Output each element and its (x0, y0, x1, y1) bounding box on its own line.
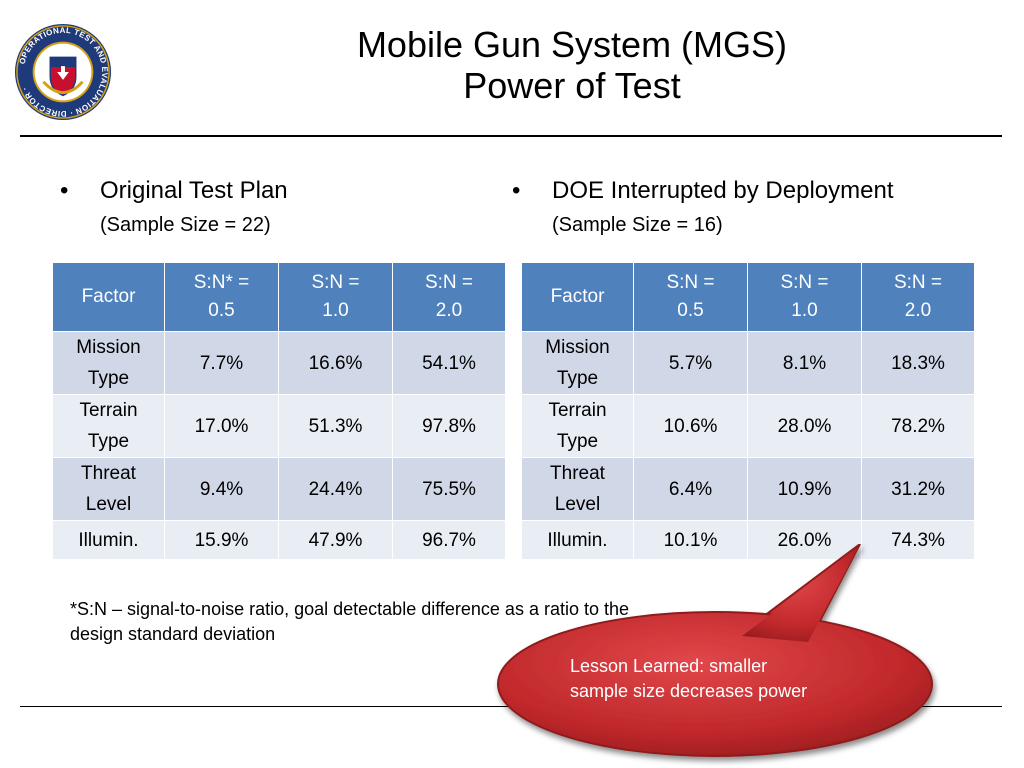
factor-cell: Mission Type (521, 331, 634, 395)
title-line-2: Power of Test (463, 65, 681, 106)
value-cell: 17.0% (164, 394, 279, 458)
value-cell: 6.4% (633, 457, 748, 521)
value-cell: 97.8% (392, 394, 506, 458)
dote-seal-logo: OPERATIONAL TEST AND EVALUATION · DIRECT… (14, 23, 112, 121)
original-plan-table: Factor S:N* = 0.5 S:N = 1.0 S:N = 2.0 Mi… (52, 262, 506, 560)
table-row: Threat Level 9.4% 24.4% 75.5% (52, 457, 506, 521)
value-cell: 18.3% (861, 331, 975, 395)
table-row: Illumin. 10.1% 26.0% 74.3% (521, 520, 975, 560)
doe-interrupted-table: Factor S:N = 0.5 S:N = 1.0 S:N = 2.0 Mis… (521, 262, 975, 560)
left-sample-size: (Sample Size = 22) (100, 214, 271, 236)
value-cell: 10.6% (633, 394, 748, 458)
table-row: Mission Type 7.7% 16.6% 54.1% (52, 331, 506, 395)
factor-cell: Threat Level (52, 457, 165, 521)
header-cell: S:N = 2.0 (861, 262, 975, 332)
factor-cell: Threat Level (521, 457, 634, 521)
value-cell: 10.1% (633, 520, 748, 560)
header-cell: S:N* = 0.5 (164, 262, 279, 332)
value-cell: 9.4% (164, 457, 279, 521)
factor-cell: Mission Type (52, 331, 165, 395)
value-cell: 28.0% (747, 394, 862, 458)
header-cell: S:N = 1.0 (278, 262, 393, 332)
table-row: Illumin. 15.9% 47.9% 96.7% (52, 520, 506, 560)
factor-cell: Illumin. (52, 520, 165, 560)
factor-cell: Terrain Type (52, 394, 165, 458)
value-cell: 7.7% (164, 331, 279, 395)
callout-line-2: sample size decreases power (570, 681, 808, 701)
table-row: Threat Level 6.4% 10.9% 31.2% (521, 457, 975, 521)
table-row: Terrain Type 17.0% 51.3% 97.8% (52, 394, 506, 458)
table-header-row: Factor S:N* = 0.5 S:N = 1.0 S:N = 2.0 (52, 262, 506, 332)
value-cell: 16.6% (278, 331, 393, 395)
value-cell: 54.1% (392, 331, 506, 395)
header-cell: Factor (52, 262, 165, 332)
right-sample-size: (Sample Size = 16) (552, 214, 723, 236)
lesson-learned-callout (497, 544, 933, 757)
header-cell: S:N = 0.5 (633, 262, 748, 332)
bullet-dot-icon: • (512, 177, 521, 204)
value-cell: 51.3% (278, 394, 393, 458)
title-line-1: Mobile Gun System (MGS) (356, 24, 788, 65)
sn-footnote: *S:N – signal-to-noise ratio, goal detec… (70, 599, 630, 644)
value-cell: 24.4% (278, 457, 393, 521)
value-cell: 5.7% (633, 331, 748, 395)
slide-title: Mobile Gun System (MGS) Power of Test (130, 24, 1014, 106)
left-bullet-heading: Original Test Plan (100, 177, 288, 204)
value-cell: 74.3% (861, 520, 975, 560)
title-divider (20, 135, 1002, 137)
factor-cell: Terrain Type (521, 394, 634, 458)
value-cell: 8.1% (747, 331, 862, 395)
value-cell: 47.9% (278, 520, 393, 560)
right-bullet-heading: DOE Interrupted by Deployment (552, 177, 894, 204)
value-cell: 31.2% (861, 457, 975, 521)
bullet-dot-icon: • (60, 177, 69, 204)
callout-text: Lesson Learned: smaller sample size decr… (570, 654, 870, 704)
header-cell: S:N = 1.0 (747, 262, 862, 332)
value-cell: 15.9% (164, 520, 279, 560)
value-cell: 26.0% (747, 520, 862, 560)
value-cell: 75.5% (392, 457, 506, 521)
value-cell: 78.2% (861, 394, 975, 458)
table-row: Mission Type 5.7% 8.1% 18.3% (521, 331, 975, 395)
header-cell: S:N = 2.0 (392, 262, 506, 332)
value-cell: 10.9% (747, 457, 862, 521)
table-header-row: Factor S:N = 0.5 S:N = 1.0 S:N = 2.0 (521, 262, 975, 332)
header-cell: Factor (521, 262, 634, 332)
table-row: Terrain Type 10.6% 28.0% 78.2% (521, 394, 975, 458)
callout-line-1: Lesson Learned: smaller (570, 656, 768, 676)
value-cell: 96.7% (392, 520, 506, 560)
